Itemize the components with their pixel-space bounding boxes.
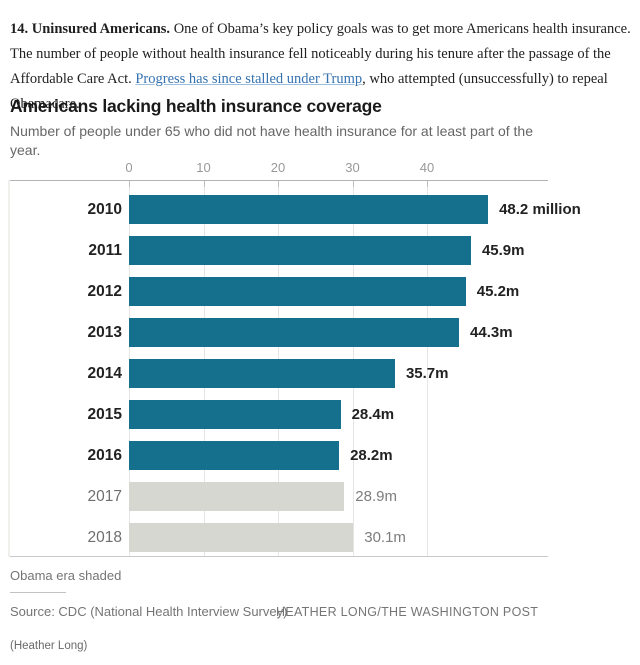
year-label-2017: 2017 xyxy=(87,488,122,505)
tickmark-20 xyxy=(278,181,279,187)
bar-2011 xyxy=(129,236,471,265)
y-axis-line xyxy=(8,180,10,557)
intro-paragraph: 14. Uninsured Americans. One of Obama’s … xyxy=(10,17,632,117)
chart-bottom-line xyxy=(10,556,548,557)
axis-tick-label-20: 20 xyxy=(270,160,286,175)
byline-credit: HEATHER LONG/THE WASHINGTON POST xyxy=(276,605,539,619)
value-label-2010: 48.2 million xyxy=(499,201,581,218)
value-label-2015: 28.4m xyxy=(351,406,395,423)
bar-2010 xyxy=(129,195,489,224)
legend-note: Obama era shaded xyxy=(10,568,122,583)
year-label-2016: 2016 xyxy=(87,447,122,464)
bar-2016 xyxy=(129,441,340,470)
intro-lead: 14. Uninsured Americans. xyxy=(10,20,171,37)
bar-2013 xyxy=(129,318,460,347)
chart-title: Americans lacking health insurance cover… xyxy=(10,96,382,116)
year-label-2011: 2011 xyxy=(88,242,122,259)
axis-tick-label-0: 0 xyxy=(125,160,133,175)
bar-2012 xyxy=(129,277,466,306)
gridline-40 xyxy=(427,181,428,556)
year-label-2015: 2015 xyxy=(87,406,122,423)
source-line: Source: CDC (National Health Interview S… xyxy=(10,604,288,619)
year-label-2013: 2013 xyxy=(87,324,122,341)
value-label-2011: 45.9m xyxy=(481,242,525,259)
value-label-2012: 45.2m xyxy=(476,283,520,300)
year-label-2018: 2018 xyxy=(87,529,122,546)
intro-text-after-link: , who attempted (unsuccessfully) to repe… xyxy=(10,70,608,112)
chart-subtitle: Number of people under 65 who did not ha… xyxy=(10,123,534,158)
bar-2017 xyxy=(129,482,345,511)
axis-tick-label-30: 30 xyxy=(345,160,360,175)
footer-divider xyxy=(10,592,66,593)
bar-2018 xyxy=(129,523,354,552)
year-label-2010: 2010 xyxy=(87,201,122,218)
x-axis-line xyxy=(10,180,548,181)
value-label-2014: 35.7m xyxy=(405,365,449,382)
value-label-2018: 30.1m xyxy=(364,529,406,546)
tickmark-0 xyxy=(129,181,130,187)
intro-text-before-link: One of Obama’s key policy goals was to g… xyxy=(10,20,631,87)
photo-caption: (Heather Long) xyxy=(10,640,88,652)
tickmark-10 xyxy=(203,181,205,187)
tickmark-30 xyxy=(352,181,354,187)
year-label-2012: 2012 xyxy=(87,283,122,300)
value-label-2017: 28.9m xyxy=(355,488,397,505)
value-label-2013: 44.3m xyxy=(470,324,513,341)
axis-tick-label-40: 40 xyxy=(419,160,435,175)
axis-tick-label-10: 10 xyxy=(196,160,211,175)
value-label-2016: 28.2m xyxy=(350,447,393,464)
bar-2015 xyxy=(129,400,341,429)
year-label-2014: 2014 xyxy=(87,365,122,382)
tickmark-40 xyxy=(427,181,428,187)
trump-stalled-link[interactable]: Progress has since stalled under Trump xyxy=(135,70,363,87)
bar-2014 xyxy=(129,359,395,388)
